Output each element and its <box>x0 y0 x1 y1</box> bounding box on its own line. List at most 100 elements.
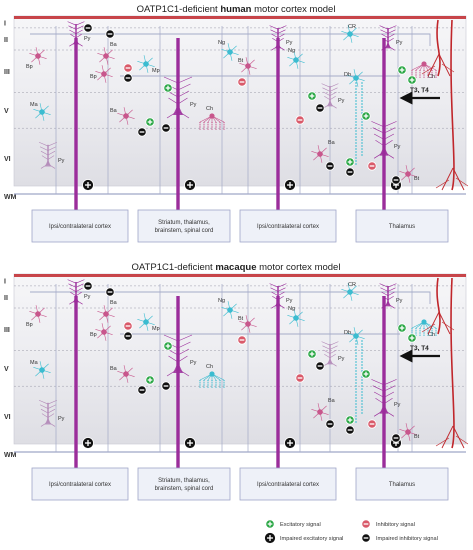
pyramidal-cell-l6 <box>38 141 58 169</box>
basket-cell <box>117 365 135 383</box>
target-box-bg <box>239 467 337 501</box>
cell-label-py: Py <box>84 294 91 300</box>
impaired-inhibitory-signal-icon <box>345 167 355 177</box>
cell-label-ma: Ma <box>30 360 39 366</box>
excitatory-signal-icon <box>397 65 407 75</box>
layer-label-v: V <box>4 108 9 115</box>
target-label: Ipsi/contralateral cortex <box>257 482 319 488</box>
excitatory-signal-icon <box>163 341 173 351</box>
cell-label-ba: Ba <box>110 300 118 306</box>
cell-label-py: Py <box>190 102 197 108</box>
title-species: macaque <box>215 262 256 273</box>
excitatory-signal-icon <box>345 157 355 167</box>
impaired-excitatory-signal-icon <box>184 179 196 191</box>
impaired-inhibitory-signal-icon <box>161 123 171 133</box>
cell-label-cr: CR <box>348 24 356 30</box>
impaired-inhibitory-signal-icon <box>83 23 93 33</box>
cell-label-db: Db <box>344 72 351 78</box>
pyramidal-cell-l2 <box>269 283 287 309</box>
bipolar-cell <box>29 47 47 65</box>
pyramidal-cell-l2 <box>67 279 85 305</box>
layer-label-i: I <box>4 279 6 286</box>
excitatory-signal-icon <box>265 519 275 529</box>
cell-label-cr: CR <box>348 282 356 288</box>
target-box: Striatum, thalamus, brainstem, spinal cor… <box>137 467 231 501</box>
basket-cell <box>97 47 115 65</box>
bipolar-cell <box>95 323 113 341</box>
pyramidal-cell-l2 <box>67 21 85 47</box>
cell-label-bt: Bt <box>238 58 244 64</box>
cell-label-bt: Bt <box>414 176 420 182</box>
wm-label: WM <box>4 452 17 459</box>
impaired-excitatory-signal-icon <box>82 437 94 449</box>
excitatory-signal-icon <box>145 117 155 127</box>
cell-label-db: Db <box>344 330 351 336</box>
layer-label-i: I <box>4 21 6 28</box>
impaired-inhibitory-signal-icon <box>361 533 371 543</box>
cell-label-ng: Ng <box>218 298 225 304</box>
martinotti-cell <box>137 55 155 73</box>
impaired-excitatory-signal-icon <box>264 532 276 544</box>
impaired-excitatory-signal-icon <box>284 179 296 191</box>
panel-human: OATP1C1-deficient human motor cortex mod… <box>4 4 469 243</box>
cell-label-mp: Mp <box>152 68 160 74</box>
panel-macaque: OATP1C1-deficient macaque motor cortex m… <box>4 262 469 501</box>
impaired-excitatory-signal-icon <box>82 179 94 191</box>
target-label: Striatum, thalamus, <box>158 220 210 226</box>
cell-label-ba: Ba <box>110 108 118 114</box>
wm-label: WM <box>4 194 17 201</box>
cell-label-ba: Ba <box>110 42 118 48</box>
chandelier-cell <box>199 113 225 130</box>
impaired-inhibitory-signal-icon <box>391 175 401 185</box>
target-box: Thalamus <box>355 467 449 501</box>
target-box-bg <box>137 209 231 243</box>
target-label: Striatum, thalamus, <box>158 478 210 484</box>
legend: Excitatory signal Impaired excitatory sig… <box>264 519 438 544</box>
hormone-label: T3, T4 <box>410 345 429 352</box>
bipolar-cell <box>29 305 47 323</box>
cell-label-py: Py <box>338 98 345 104</box>
target-box-bg <box>239 209 337 243</box>
impaired-inhibitory-signal-icon <box>83 281 93 291</box>
neurogliaform-cell <box>287 309 305 327</box>
cell-label-bp: Bp <box>90 332 97 338</box>
target-label: Ipsi/contralateral cortex <box>257 224 319 230</box>
bitufted-cell <box>399 165 417 183</box>
target-box: Ipsi/contralateral cortex <box>31 209 129 243</box>
pial-surface <box>14 16 466 19</box>
pyramidal-cell-l5 <box>321 83 339 109</box>
title-species: human <box>220 4 251 15</box>
cortex-background <box>13 273 467 445</box>
target-label: Thalamus <box>389 482 415 488</box>
target-box-bg <box>31 209 129 243</box>
inhibitory-signal-icon <box>295 115 305 125</box>
pyramidal-cell-l5 <box>321 341 339 367</box>
impaired-inhibitory-signal-icon <box>123 331 133 341</box>
cell-label-ng: Ng <box>288 306 295 312</box>
neurogliaform-cell <box>287 51 305 69</box>
pyramidal-cell-l6 <box>371 121 397 159</box>
layer-label-v: V <box>4 366 9 373</box>
layer-label-ii: II <box>4 295 8 302</box>
excitatory-signal-icon <box>361 369 371 379</box>
target-box: Ipsi/contralateral cortex <box>239 467 337 501</box>
cajal-retzius-cell <box>341 25 359 43</box>
excitatory-signal-icon <box>345 415 355 425</box>
impaired-inhibitory-signal-icon <box>137 127 147 137</box>
pyramidal-cell-l6 <box>38 399 58 427</box>
cell-label-bt: Bt <box>414 434 420 440</box>
basket-cell <box>97 305 115 323</box>
impaired-inhibitory-signal-icon <box>161 381 171 391</box>
martinotti-cell <box>137 313 155 331</box>
cell-label-py: Py <box>286 40 293 46</box>
title-suffix: motor cortex model <box>257 262 341 273</box>
chandelier-cell <box>411 61 437 78</box>
impaired-inhibitory-signal-icon <box>391 433 401 443</box>
layer-label-vi: VI <box>4 156 11 163</box>
cell-label-ng: Ng <box>288 48 295 54</box>
inhibitory-signal-icon <box>361 519 371 529</box>
martinotti-cell <box>33 103 51 121</box>
bitufted-cell <box>239 57 257 75</box>
target-box-bg <box>355 209 449 243</box>
